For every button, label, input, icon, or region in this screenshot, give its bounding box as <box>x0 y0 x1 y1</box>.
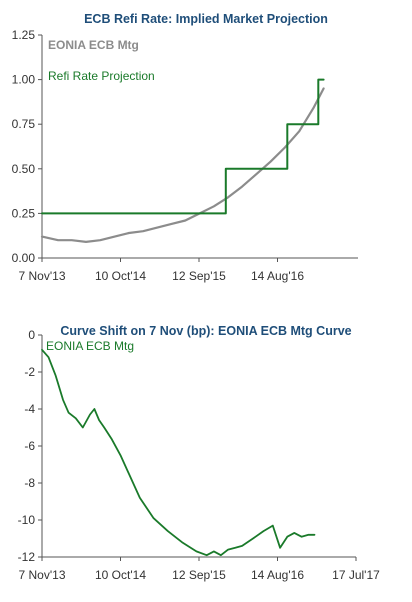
x-tick-label: 12 Sep'15 <box>172 568 226 582</box>
x-tick-label: 14 Aug'16 <box>251 269 304 283</box>
x-tick-label: 7 Nov'13 <box>19 568 66 582</box>
y-tick-label: 1.00 <box>12 73 36 87</box>
legend-entry: EONIA ECB Mtg <box>46 339 134 353</box>
y-tick-label: -8 <box>24 476 35 490</box>
legend-entry: EONIA ECB Mtg <box>48 38 139 52</box>
series-line-eonia-ecb-mtg <box>40 87 325 243</box>
y-tick-label: 1.25 <box>12 28 36 42</box>
y-tick-label: 0 <box>28 328 35 342</box>
y-tick-label: -2 <box>24 365 35 379</box>
y-tick-label: 0.50 <box>12 162 36 176</box>
x-tick-label: 10 Oct'14 <box>95 568 146 582</box>
y-tick-label: -4 <box>24 402 35 416</box>
y-tick-label: 0.25 <box>12 206 36 220</box>
curve-shift-plot: -12 -10 -8 -6 -4 -2 0 7 Nov'13 10 Oct'14 12 Sep'1… <box>18 328 380 582</box>
chart-title: Curve Shift on 7 Nov (bp): EONIA ECB Mtg… <box>60 324 352 338</box>
y-tick-label: 0.75 <box>12 117 36 131</box>
curve-shift-chart: Curve Shift on 7 Nov (bp): EONIA ECB Mtg… <box>0 312 412 602</box>
series-line-eonia-ecb-mtg <box>41 348 316 557</box>
legend-entry: Refi Rate Projection <box>48 69 155 83</box>
chart-title: ECB Refi Rate: Implied Market Projection <box>84 12 328 26</box>
x-tick-label: 7 Nov'13 <box>19 269 66 283</box>
x-tick-label: 17 Jul'17 <box>332 568 380 582</box>
implied-projection-chart: ECB Refi Rate: Implied Market Projection… <box>0 0 412 300</box>
x-tick-label: 14 Aug'16 <box>251 568 304 582</box>
x-tick-label: 12 Sep'15 <box>172 269 226 283</box>
implied-projection-plot: 0.00 0.25 0.50 0.75 1.00 1.25 7 Nov'13 10 Oct'1… <box>12 28 358 283</box>
x-tick-label: 10 Oct'14 <box>95 269 146 283</box>
y-tick-label: -10 <box>18 513 36 527</box>
y-tick-label: 0.00 <box>12 251 36 265</box>
series-line-refi-rate-projection <box>41 78 325 215</box>
y-tick-label: -6 <box>24 439 35 453</box>
y-tick-label: -12 <box>18 550 36 564</box>
